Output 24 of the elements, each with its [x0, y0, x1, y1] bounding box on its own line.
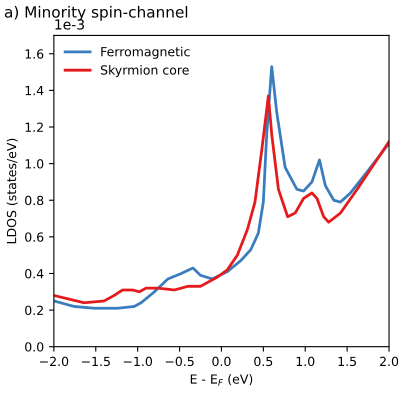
y-tick-label: 1.6	[26, 49, 44, 59]
y-axis-title: LDOS (states/eV)	[6, 138, 18, 244]
legend-label: Skyrmion core	[100, 65, 189, 78]
legend-label: Ferromagnetic	[101, 46, 190, 59]
x-tick-label: −0.5	[166, 356, 194, 366]
y-tick-label: 0.2	[25, 306, 43, 316]
y-tick-label: 0.8	[25, 196, 44, 206]
x-tick-label: 1.0	[296, 356, 314, 366]
y-tick-label: 0.6	[25, 232, 44, 242]
x-tick-label: −1.0	[124, 356, 152, 366]
y-tick-label: 0.4	[25, 268, 44, 278]
x-tick-label: 0.5	[254, 356, 272, 366]
x-tick-label: 2.0	[380, 356, 398, 366]
y-tick-label: 0.0	[25, 342, 44, 352]
text: 1e-3	[55, 19, 84, 30]
y-tick-label: 1.4	[26, 86, 44, 96]
chart-title: a) Minority spin-channel	[4, 6, 188, 21]
x-axis-title: E - E$_{F}$ (eV)	[190, 374, 252, 386]
x-tick-label: 0.0	[212, 356, 231, 366]
y-tick-label: 1.2	[26, 122, 43, 132]
y-tick-label: 1.0	[26, 159, 44, 169]
x-tick-label: 1.5	[338, 356, 356, 366]
x-tick-label: −2.0	[40, 356, 68, 366]
x-tick-label: −1.5	[82, 356, 110, 366]
